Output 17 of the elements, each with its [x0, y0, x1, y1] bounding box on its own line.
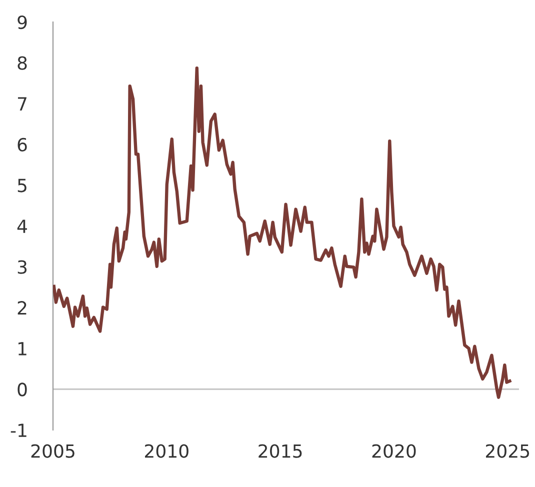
x-tick-label: 2020	[372, 444, 416, 458]
x-tick-label: 2010	[145, 444, 188, 458]
x-tick-label: 2025	[486, 444, 530, 458]
y-tick-label: 6	[18, 138, 27, 152]
y-tick-label: 4	[17, 220, 27, 233]
y-tick-label: 1	[18, 342, 26, 356]
y-tick-label: 8	[18, 56, 27, 70]
x-tick-label: 2015	[258, 444, 302, 458]
y-tick-label: -1	[10, 424, 26, 437]
y-tick-label: 2	[18, 301, 26, 314]
y-tick-label: 0	[18, 382, 27, 396]
y-tick-label: 5	[18, 178, 26, 192]
y-tick-label: 3	[18, 260, 27, 274]
y-tick-label: 9	[18, 15, 27, 30]
x-tick-label: 2005	[31, 444, 74, 458]
y-tick-label: 7	[18, 97, 26, 110]
line-series	[53, 66, 512, 399]
